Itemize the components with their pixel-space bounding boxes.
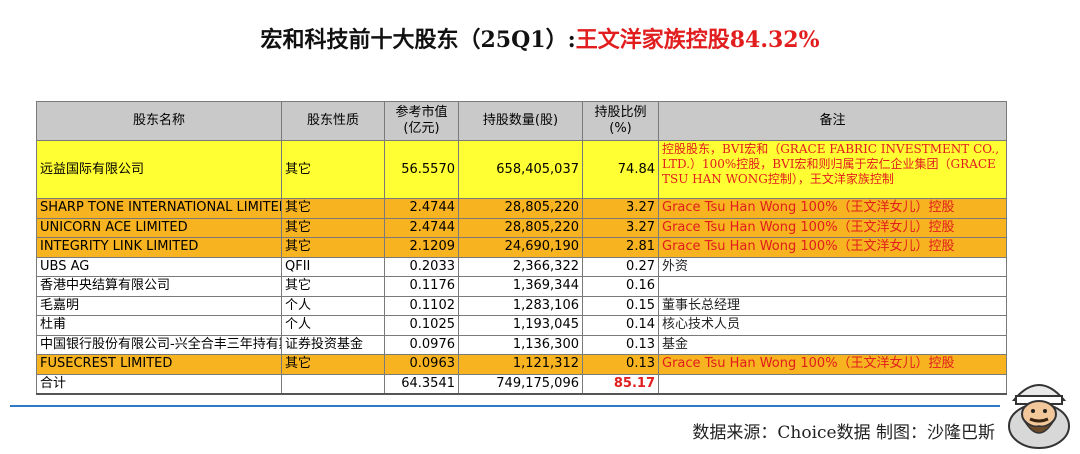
- note-cell: Grace Tsu Han Wong 100%（王文洋女儿）控股: [658, 198, 1007, 219]
- shareholder-nature-cell: 其它: [281, 140, 385, 199]
- shares-cell: 28,805,220: [458, 198, 583, 219]
- share-pct-cell: 3.27: [582, 217, 659, 238]
- shareholder-nature-cell: 个人: [281, 315, 385, 336]
- source-text: 数据来源：Choice数据 制图：沙隆巴斯: [692, 423, 995, 443]
- note-cell: Grace Tsu Han Wong 100%（王文洋女儿）控股: [658, 237, 1007, 258]
- shares-cell: 1,136,300: [458, 334, 583, 355]
- note-cell: 董事长总经理: [658, 295, 1007, 316]
- shares-cell: 658,405,037: [458, 140, 583, 199]
- shareholder-nature-cell: 其它: [281, 237, 385, 258]
- market-value-cell: 2.1209: [384, 237, 459, 258]
- shareholder-nature-cell: 其它: [281, 354, 385, 375]
- total-nature-cell: [281, 373, 385, 395]
- header-cell: 持股比例(%): [582, 101, 659, 141]
- shareholder-name-cell: 中国银行股份有限公司-兴全合丰三年持有期混合型证券投资基金: [36, 334, 282, 355]
- share-pct-cell: 0.13: [582, 334, 659, 355]
- shareholder-name-cell: UNICORN ACE LIMITED: [36, 217, 282, 238]
- header-cell: 备注: [658, 101, 1007, 141]
- table-row: 毛嘉明 个人 0.1102 1,283,106 0.15 董事长总经理: [36, 295, 1007, 316]
- table-row: 中国银行股份有限公司-兴全合丰三年持有期混合型证券投资基金证券投资基金0.097…: [36, 334, 1007, 355]
- shareholder-name-cell: FUSECREST LIMITED: [36, 354, 282, 375]
- table-row: INTEGRITY LINK LIMITED 其它 2.1209 24,690,190…: [36, 237, 1007, 258]
- share-pct-cell: 2.81: [582, 237, 659, 258]
- table-body: 远益国际有限公司 其它 56.5570 658,405,037 74.84 控股股东，BV…: [36, 140, 1007, 395]
- shareholder-nature-cell: 其它: [281, 198, 385, 219]
- note-cell: Grace Tsu Han Wong 100%（王文洋女儿）控股: [658, 217, 1007, 238]
- table-row: UNICORN ACE LIMITED 其它 2.4744 28,805,220 3.2…: [36, 217, 1007, 238]
- market-value-cell: 0.0963: [384, 354, 459, 375]
- share-pct-cell: 0.15: [582, 295, 659, 316]
- total-value-cell: 64.3541: [384, 373, 459, 395]
- share-pct-cell: 74.84: [582, 140, 659, 199]
- header-cell: 持股数量(股): [458, 101, 583, 141]
- table-row: 香港中央结算有限公司 其它 0.1176 1,369,344 0.16: [36, 276, 1007, 297]
- total-pct-cell: 85.17: [582, 373, 659, 395]
- market-value-cell: 0.1025: [384, 315, 459, 336]
- share-pct-cell: 0.13: [582, 354, 659, 375]
- shares-cell: 1,369,344: [458, 276, 583, 297]
- table-row: FUSECREST LIMITED 其它 0.0963 1,121,312 0.13 Gr…: [36, 354, 1007, 375]
- shares-cell: 2,366,322: [458, 256, 583, 277]
- shareholder-name-cell: INTEGRITY LINK LIMITED: [36, 237, 282, 258]
- total-shares-cell: 749,175,096: [458, 373, 583, 395]
- share-pct-cell: 0.16: [582, 276, 659, 297]
- shareholder-name-cell: UBS AG: [36, 256, 282, 277]
- shares-cell: 28,805,220: [458, 217, 583, 238]
- table-row: SHARP TONE INTERNATIONAL LIMITED 其它 2.4744…: [36, 198, 1007, 219]
- table-row: 远益国际有限公司 其它 56.5570 658,405,037 74.84 控股股东，BV…: [36, 140, 1007, 199]
- note-cell: 基金: [658, 334, 1007, 355]
- header-cell: 股东性质: [281, 101, 385, 141]
- bearded-man-mascot-icon: [1008, 384, 1070, 449]
- shareholder-nature-cell: QFII: [281, 256, 385, 277]
- shareholder-name-cell: 远益国际有限公司: [36, 140, 282, 199]
- market-value-cell: 0.2033: [384, 256, 459, 277]
- page-title: 宏和科技前十大股东（25Q1）:王文洋家族控股84.32%: [0, 22, 1080, 54]
- shareholder-name-cell: 杜甫: [36, 315, 282, 336]
- market-value-cell: 0.1176: [384, 276, 459, 297]
- note-cell: 核心技术人员: [658, 315, 1007, 336]
- shareholder-name-cell: SHARP TONE INTERNATIONAL LIMITED: [36, 198, 282, 219]
- total-row: 合计 64.3541 749,175,096 85.17: [36, 373, 1007, 395]
- note-cell: 控股股东，BVI宏和（GRACE FABRIC INVESTMENT CO., …: [658, 140, 1007, 199]
- note-cell: 外资: [658, 256, 1007, 277]
- table-row: 杜甫 个人 0.1025 1,193,045 0.14 核心技术人员: [36, 315, 1007, 336]
- shareholder-nature-cell: 个人: [281, 295, 385, 316]
- total-note-cell: [658, 373, 1007, 395]
- header-row: 股东名称 股东性质 参考市值(亿元) 持股数量(股) 持股比例(%) 备注: [36, 101, 1007, 141]
- market-value-cell: 0.1102: [384, 295, 459, 316]
- shares-cell: 24,690,190: [458, 237, 583, 258]
- shareholder-nature-cell: 证券投资基金: [281, 334, 385, 355]
- note-cell: Grace Tsu Han Wong 100%（王文洋女儿）控股: [658, 354, 1007, 375]
- market-value-cell: 56.5570: [384, 140, 459, 199]
- footer-divider: [10, 405, 1000, 407]
- table-row: UBS AG QFII 0.2033 2,366,322 0.27 外资: [36, 256, 1007, 277]
- market-value-cell: 2.4744: [384, 198, 459, 219]
- shares-cell: 1,121,312: [458, 354, 583, 375]
- share-pct-cell: 0.27: [582, 256, 659, 277]
- share-pct-cell: 0.14: [582, 315, 659, 336]
- shares-cell: 1,193,045: [458, 315, 583, 336]
- shareholder-name-cell: 毛嘉明: [36, 295, 282, 316]
- shareholder-table: 股东名称 股东性质 参考市值(亿元) 持股数量(股) 持股比例(%) 备注 远益…: [36, 101, 1007, 395]
- total-label-cell: 合计: [36, 373, 282, 395]
- shareholder-nature-cell: 其它: [281, 276, 385, 297]
- title-main: 宏和科技前十大股东（25Q1）:: [260, 27, 576, 53]
- shareholder-nature-cell: 其它: [281, 217, 385, 238]
- market-value-cell: 2.4744: [384, 217, 459, 238]
- share-pct-cell: 3.27: [582, 198, 659, 219]
- market-value-cell: 0.0976: [384, 334, 459, 355]
- title-highlight: 王文洋家族控股84.32%: [575, 27, 820, 53]
- header-cell: 股东名称: [36, 101, 282, 141]
- shares-cell: 1,283,106: [458, 295, 583, 316]
- shareholder-name-cell: 香港中央结算有限公司: [36, 276, 282, 297]
- note-cell: [658, 276, 1007, 297]
- header-cell: 参考市值(亿元): [384, 101, 459, 141]
